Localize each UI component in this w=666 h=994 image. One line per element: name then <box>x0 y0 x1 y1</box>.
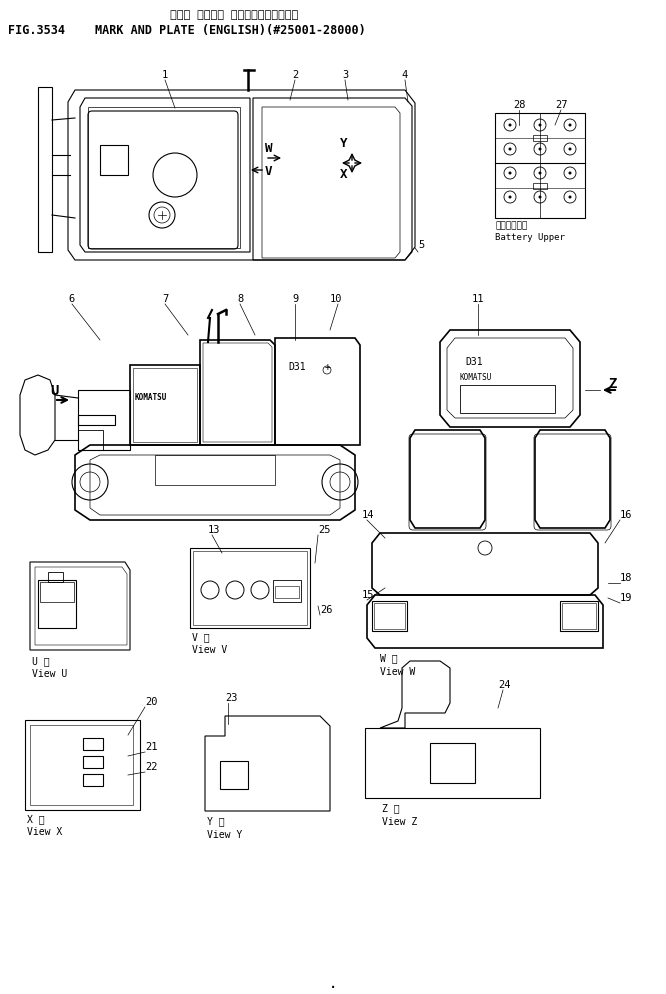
Bar <box>38 580 76 628</box>
Text: 14: 14 <box>362 510 374 520</box>
Text: 24: 24 <box>498 680 511 690</box>
Text: 3: 3 <box>342 70 348 80</box>
Text: 20: 20 <box>145 697 157 707</box>
Text: KOMATSU: KOMATSU <box>460 373 492 382</box>
Bar <box>273 580 301 602</box>
Bar <box>83 774 103 786</box>
Text: Z 視: Z 視 <box>382 803 400 813</box>
Text: W 視: W 視 <box>380 653 398 663</box>
Circle shape <box>539 123 541 126</box>
Bar <box>155 455 275 485</box>
Text: U 視: U 視 <box>32 656 50 666</box>
Text: D31: D31 <box>465 357 483 367</box>
Bar <box>83 738 103 750</box>
Text: 10: 10 <box>330 294 342 304</box>
Text: View Y: View Y <box>207 830 242 840</box>
Bar <box>40 582 74 602</box>
Text: 27: 27 <box>555 100 567 110</box>
Bar <box>562 603 596 629</box>
Text: 2: 2 <box>292 70 298 80</box>
Text: 22: 22 <box>145 762 157 772</box>
Bar <box>560 601 598 631</box>
Text: 11: 11 <box>472 294 484 304</box>
Circle shape <box>509 172 511 175</box>
Circle shape <box>509 196 511 199</box>
Text: 1: 1 <box>162 70 168 80</box>
Text: View U: View U <box>32 669 67 679</box>
Text: 9: 9 <box>292 294 298 304</box>
Text: V: V <box>265 165 272 178</box>
Text: バッテリ上図: バッテリ上図 <box>495 221 527 230</box>
Bar <box>372 601 407 631</box>
Circle shape <box>569 123 571 126</box>
Circle shape <box>569 147 571 150</box>
Bar <box>100 145 128 175</box>
Bar <box>83 756 103 768</box>
Text: View X: View X <box>27 827 62 837</box>
Text: X: X <box>340 168 348 181</box>
Bar <box>374 603 405 629</box>
Text: View Z: View Z <box>382 817 418 827</box>
Text: 28: 28 <box>513 100 525 110</box>
Text: 21: 21 <box>145 742 157 752</box>
Text: 15: 15 <box>362 590 374 600</box>
Circle shape <box>539 196 541 199</box>
Text: 13: 13 <box>208 525 220 535</box>
Text: View V: View V <box>192 645 227 655</box>
Bar <box>220 761 248 789</box>
Bar <box>430 743 475 783</box>
Text: 19: 19 <box>620 593 633 603</box>
Circle shape <box>569 196 571 199</box>
Text: FIG.3534: FIG.3534 <box>8 24 65 37</box>
Text: V 視: V 視 <box>192 632 210 642</box>
Text: 18: 18 <box>620 573 633 583</box>
Circle shape <box>539 147 541 150</box>
Text: View W: View W <box>380 667 415 677</box>
Circle shape <box>509 123 511 126</box>
Text: 7: 7 <box>162 294 168 304</box>
Text: Battery Upper: Battery Upper <box>495 233 565 242</box>
Text: Y 視: Y 視 <box>207 816 224 826</box>
Text: 23: 23 <box>225 693 238 703</box>
Text: MARK AND PLATE (ENGLISH)(#25001-28000): MARK AND PLATE (ENGLISH)(#25001-28000) <box>95 24 366 37</box>
Text: 26: 26 <box>320 605 332 615</box>
Circle shape <box>539 172 541 175</box>
Circle shape <box>569 172 571 175</box>
Text: +: + <box>325 362 331 372</box>
Text: Y: Y <box>340 137 348 150</box>
Circle shape <box>509 147 511 150</box>
Bar <box>460 385 555 413</box>
Bar <box>275 586 299 598</box>
Bar <box>495 113 585 218</box>
Bar <box>533 183 547 189</box>
Text: X 視: X 視 <box>27 814 45 824</box>
Text: マーク オヨビブ プレート（エイゴウ）: マーク オヨビブ プレート（エイゴウ） <box>170 10 298 20</box>
Text: 6: 6 <box>68 294 74 304</box>
Text: 16: 16 <box>620 510 633 520</box>
Bar <box>533 135 547 141</box>
Bar <box>78 430 103 450</box>
Text: KOMATSU: KOMATSU <box>135 393 167 402</box>
Text: 25: 25 <box>318 525 330 535</box>
Bar <box>48 572 63 582</box>
Text: .: . <box>330 973 336 992</box>
Text: 4: 4 <box>402 70 408 80</box>
Text: Z: Z <box>608 377 616 391</box>
Text: D31: D31 <box>288 362 306 372</box>
Text: U: U <box>50 384 59 398</box>
Text: 8: 8 <box>237 294 243 304</box>
Text: 5: 5 <box>418 240 424 250</box>
Text: W: W <box>265 142 272 155</box>
